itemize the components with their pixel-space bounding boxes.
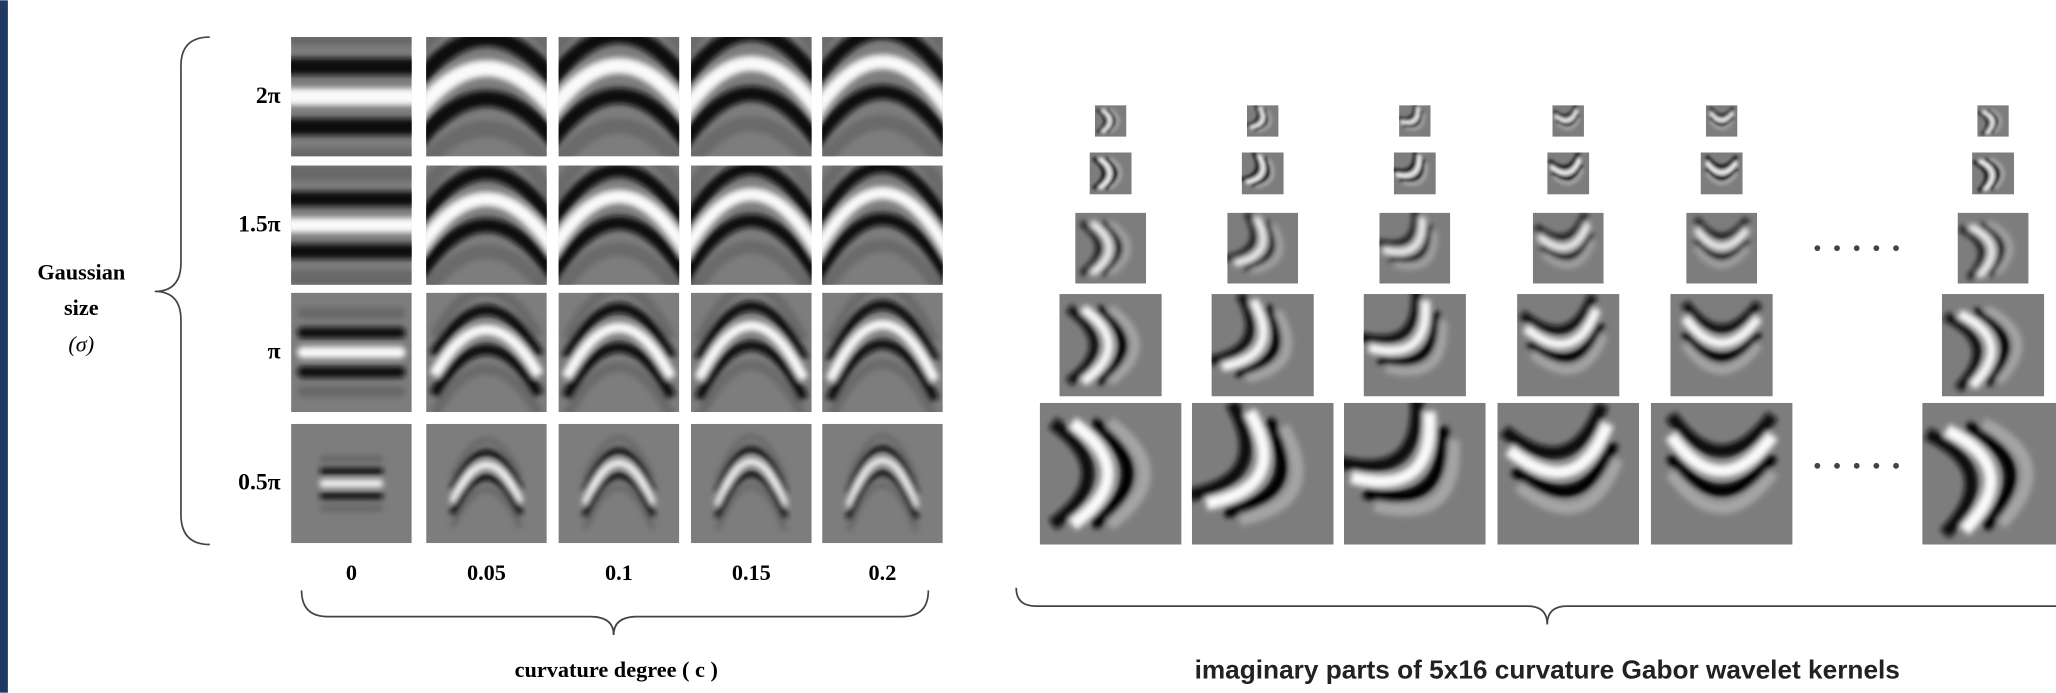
ellipsis-dot	[1873, 463, 1879, 469]
column-label: 0.1	[605, 560, 633, 585]
kernel	[1517, 294, 1619, 396]
kernel	[1059, 294, 1161, 396]
kernel	[1338, 396, 1485, 544]
y-label-line: Gaussian	[37, 259, 126, 284]
ellipsis-dot	[1834, 463, 1840, 469]
ellipsis-dot	[1854, 245, 1860, 251]
kernel	[1075, 213, 1146, 284]
ellipsis-dot	[1893, 463, 1899, 469]
column-label: 0.05	[467, 560, 506, 585]
kernel	[1497, 403, 1639, 545]
caption: imaginary parts of 5x16 curvature Gabor …	[1195, 655, 1900, 685]
kernel	[1209, 294, 1314, 396]
ellipsis-dot	[1834, 245, 1840, 251]
kernel	[1547, 152, 1589, 194]
kernel	[1189, 403, 1334, 545]
kernel-pattern	[673, 3, 830, 190]
kernel	[408, 8, 565, 185]
column-label: 0.15	[732, 560, 771, 585]
kernel-pattern	[540, 5, 697, 188]
kernel	[1392, 151, 1436, 195]
kernel	[1701, 152, 1743, 194]
kernel	[1651, 403, 1793, 545]
column-brace	[302, 590, 929, 635]
row-label: π	[268, 338, 281, 364]
row-brace	[155, 37, 210, 544]
kernel	[559, 424, 680, 543]
kernel	[1241, 152, 1284, 194]
kernel	[673, 3, 830, 190]
kernel	[1090, 152, 1132, 194]
kernel	[559, 288, 680, 416]
caption-brace	[1016, 588, 2056, 625]
kernel	[1398, 104, 1431, 137]
kernel	[291, 424, 412, 543]
ellipsis-dot	[1814, 463, 1820, 469]
kernel	[1686, 213, 1757, 284]
kernel	[804, 1, 961, 191]
row-label: 2π	[256, 83, 281, 109]
kernel	[1040, 403, 1182, 545]
kernel	[682, 142, 820, 308]
left-border	[0, 0, 8, 692]
kernel	[691, 286, 812, 418]
kernel	[1958, 213, 2029, 284]
kernel	[814, 140, 952, 310]
kernel	[1360, 289, 1466, 396]
kernel	[291, 293, 412, 412]
kernel	[285, 166, 418, 285]
ellipsis-dot	[1873, 245, 1879, 251]
kernel	[1552, 105, 1583, 136]
kernel-pattern	[804, 1, 961, 191]
y-label-line: (σ)	[68, 332, 94, 357]
kernel	[1095, 105, 1126, 136]
kernel	[418, 147, 556, 304]
ellipsis-dot	[1814, 245, 1820, 251]
kernel	[1377, 210, 1451, 284]
kernel-pattern	[408, 8, 565, 185]
kernel	[822, 424, 943, 543]
kernel	[1942, 294, 2044, 396]
kernel-grid	[274, 1, 961, 543]
kernel	[1533, 213, 1604, 284]
kernel	[1671, 294, 1773, 396]
kernel	[822, 285, 943, 420]
kernel	[540, 5, 697, 188]
kernel	[1972, 152, 2014, 194]
kernel	[1706, 105, 1737, 136]
kernel	[691, 424, 812, 543]
y-label-line: size	[64, 295, 99, 320]
ellipsis-dot	[1854, 463, 1860, 469]
figure: Gaussian size (σ) curvature degree ( c )…	[0, 0, 2056, 693]
kernel	[1922, 403, 2056, 545]
column-label: 0	[346, 560, 357, 585]
kernel	[1246, 105, 1278, 136]
kernel-bg	[559, 424, 680, 543]
kernel-pyramid	[1040, 104, 2056, 545]
kernel	[550, 144, 688, 306]
kernel	[1977, 105, 2008, 136]
kernel	[426, 290, 547, 414]
kernel	[274, 36, 429, 157]
ellipsis-dot	[1893, 245, 1899, 251]
kernel	[1226, 213, 1298, 284]
kernel	[426, 424, 547, 543]
row-label: 1.5π	[238, 211, 280, 237]
column-label: 0.2	[869, 560, 897, 585]
x-label: curvature degree ( c )	[515, 657, 718, 682]
row-label: 0.5π	[238, 470, 280, 496]
